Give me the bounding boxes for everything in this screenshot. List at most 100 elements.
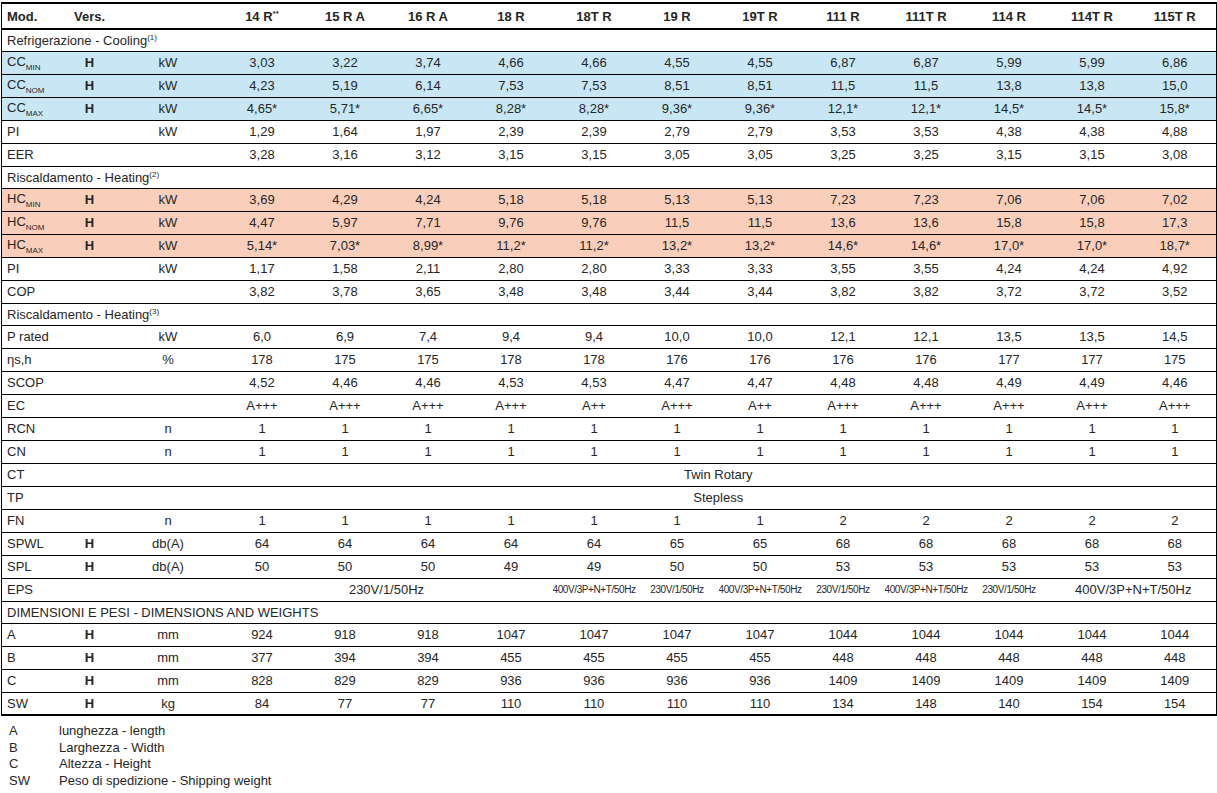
value-cell: 3,08 bbox=[1134, 143, 1217, 166]
table-row: PIkW1,291,641,972,392,392,792,793,533,53… bbox=[2, 120, 1217, 143]
vers-cell: H bbox=[64, 669, 116, 692]
table-row: CHmm828829829936936936936140914091409140… bbox=[2, 669, 1217, 692]
value-cell: 2,39 bbox=[553, 120, 636, 143]
unit-cell: n bbox=[116, 417, 221, 440]
value-cell: 14,5* bbox=[968, 97, 1051, 120]
value-cell: 1 bbox=[304, 417, 387, 440]
value-cell: 1 bbox=[1134, 440, 1217, 463]
value-cell: 829 bbox=[387, 669, 470, 692]
datasheet-page: Mod. Vers. 14 R**15 R A16 R A18 R18T R19… bbox=[0, 0, 1217, 789]
row-label-subscript: NOM bbox=[26, 223, 45, 232]
column-header-19t-r: 19T R bbox=[719, 3, 802, 29]
value-cell: 50 bbox=[221, 555, 304, 578]
unit-cell: db(A) bbox=[116, 532, 221, 555]
value-cell: 5,18 bbox=[470, 188, 553, 211]
value-cell: 53 bbox=[885, 555, 968, 578]
table-row: BHmm377394394455455455455448448448448448 bbox=[2, 646, 1217, 669]
value-cell: 2 bbox=[968, 509, 1051, 532]
row-label-text: CC bbox=[7, 54, 26, 69]
row-label-text: HC bbox=[7, 191, 26, 206]
value-cell: 448 bbox=[1051, 646, 1134, 669]
vers-cell: H bbox=[64, 211, 116, 234]
section-superscript: (1) bbox=[147, 33, 157, 42]
value-cell: 13,6 bbox=[885, 211, 968, 234]
section-label: DIMENSIONI E PESI - DIMENSIONS AND WEIGH… bbox=[7, 605, 318, 620]
vers-cell bbox=[64, 394, 116, 417]
value-cell: 3,65 bbox=[387, 280, 470, 303]
row-label: PI bbox=[2, 120, 64, 143]
column-label: 16 R A bbox=[408, 9, 448, 24]
section-header: Riscaldamento - Heating(3) bbox=[2, 303, 1217, 325]
header-mod: Mod. bbox=[2, 3, 64, 29]
row-label: PI bbox=[2, 257, 64, 280]
value-cell: 448 bbox=[1134, 646, 1217, 669]
vers-cell bbox=[64, 348, 116, 371]
value-cell: 4,55 bbox=[719, 51, 802, 74]
vers-cell: H bbox=[64, 97, 116, 120]
value-cell: A+++ bbox=[885, 394, 968, 417]
value-cell: 3,74 bbox=[387, 51, 470, 74]
vers-cell: H bbox=[64, 188, 116, 211]
table-row: CCMINHkW3,033,223,744,664,664,554,556,87… bbox=[2, 51, 1217, 74]
value-cell: 3,78 bbox=[304, 280, 387, 303]
value-cell: 1 bbox=[1051, 440, 1134, 463]
value-cell: 829 bbox=[304, 669, 387, 692]
value-cell: A+++ bbox=[1051, 394, 1134, 417]
value-cell: 53 bbox=[802, 555, 885, 578]
column-superscript: ** bbox=[273, 9, 279, 18]
value-cell: 1 bbox=[1051, 417, 1134, 440]
value-cell: 154 bbox=[1134, 692, 1217, 715]
value-cell: 13,8 bbox=[968, 74, 1051, 97]
span-value-cell: Stepless bbox=[221, 486, 1217, 509]
unit-cell: kW bbox=[116, 211, 221, 234]
table-row: RCNn111111111111 bbox=[2, 417, 1217, 440]
unit-cell bbox=[116, 371, 221, 394]
value-cell: 2,11 bbox=[387, 257, 470, 280]
row-label: HCMAX bbox=[2, 234, 64, 257]
value-cell: 400V/3P+N+T/50Hz bbox=[885, 578, 968, 601]
value-cell: 1409 bbox=[885, 669, 968, 692]
value-cell: 3,03 bbox=[221, 51, 304, 74]
column-label: 115T R bbox=[1154, 9, 1196, 24]
value-cell: 84 bbox=[221, 692, 304, 715]
row-label-text: TP bbox=[7, 490, 24, 505]
value-cell: 8,51 bbox=[636, 74, 719, 97]
value-cell: 924 bbox=[221, 623, 304, 646]
value-cell: 5,19 bbox=[304, 74, 387, 97]
value-cell: 15,8 bbox=[968, 211, 1051, 234]
value-cell: 12,1* bbox=[802, 97, 885, 120]
value-cell: 3,15 bbox=[1051, 143, 1134, 166]
table-row: HCMINHkW3,694,294,245,185,185,135,137,23… bbox=[2, 188, 1217, 211]
value-cell: 2,79 bbox=[719, 120, 802, 143]
vers-cell bbox=[64, 486, 116, 509]
row-label: SPL bbox=[2, 555, 64, 578]
value-cell: 12,1* bbox=[885, 97, 968, 120]
column-label: 111 R bbox=[826, 9, 859, 24]
value-cell: 77 bbox=[304, 692, 387, 715]
vers-cell: H bbox=[64, 646, 116, 669]
value-cell: 12,1 bbox=[802, 325, 885, 348]
value-cell: 4,38 bbox=[1051, 120, 1134, 143]
value-cell: A+++ bbox=[387, 394, 470, 417]
value-cell: 14,5* bbox=[1051, 97, 1134, 120]
column-header-111-r: 111 R bbox=[802, 3, 885, 29]
value-cell: 1047 bbox=[719, 623, 802, 646]
column-header-114t-r: 114T R bbox=[1051, 3, 1134, 29]
value-cell: 6,87 bbox=[802, 51, 885, 74]
value-cell: 400V/3P+N+T/50Hz bbox=[1051, 578, 1217, 601]
row-label: CCNOM bbox=[2, 74, 64, 97]
row-label-text: B bbox=[7, 650, 16, 665]
row-label: FN bbox=[2, 509, 64, 532]
table-row: ECA+++A+++A+++A+++A++A+++A++A+++A+++A+++… bbox=[2, 394, 1217, 417]
value-cell: 3,05 bbox=[636, 143, 719, 166]
section-label: Refrigerazione - Cooling bbox=[7, 33, 147, 48]
value-cell: 177 bbox=[968, 348, 1051, 371]
value-cell: 1,29 bbox=[221, 120, 304, 143]
value-cell: 4,38 bbox=[968, 120, 1051, 143]
value-cell: 5,18 bbox=[553, 188, 636, 211]
value-cell: 1 bbox=[719, 417, 802, 440]
value-cell: 3,69 bbox=[221, 188, 304, 211]
value-cell: 918 bbox=[304, 623, 387, 646]
value-cell: 394 bbox=[387, 646, 470, 669]
value-cell: A+++ bbox=[304, 394, 387, 417]
